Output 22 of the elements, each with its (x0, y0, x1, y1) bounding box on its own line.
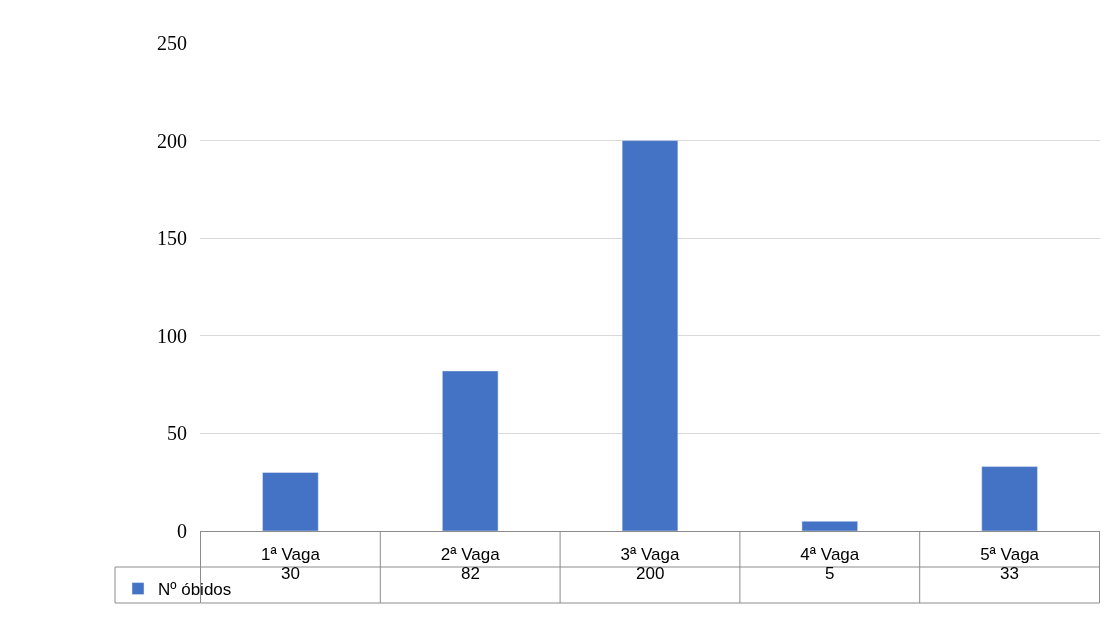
x-tick-label: 1ª Vaga (260, 545, 321, 565)
y-tick-label: 150 (157, 227, 187, 250)
x-tick-label: 4ª Vaga (800, 545, 860, 565)
data-label: 30 (281, 564, 300, 583)
bar (262, 472, 319, 531)
x-tick-label: 3ª Vaga (620, 545, 680, 565)
legend-label: Nº óbidos (158, 580, 232, 600)
bar (801, 520, 858, 531)
y-tick-label: 100 (157, 324, 187, 347)
data-label: 200 (636, 564, 665, 583)
x-tick-label: 2ª Vaga (440, 545, 501, 565)
bar (981, 466, 1038, 531)
y-tick-label: 200 (157, 129, 187, 152)
bar (442, 370, 499, 531)
y-tick-label: 0 (177, 520, 187, 542)
data-label: 5 (825, 564, 835, 583)
data-label: 82 (461, 564, 480, 583)
x-tick-label: 5ª Vaga (980, 545, 1040, 565)
y-tick-label: 250 (157, 32, 187, 54)
y-tick-label: 50 (167, 422, 187, 445)
bar (621, 140, 679, 531)
data-label: 33 (1000, 564, 1019, 583)
